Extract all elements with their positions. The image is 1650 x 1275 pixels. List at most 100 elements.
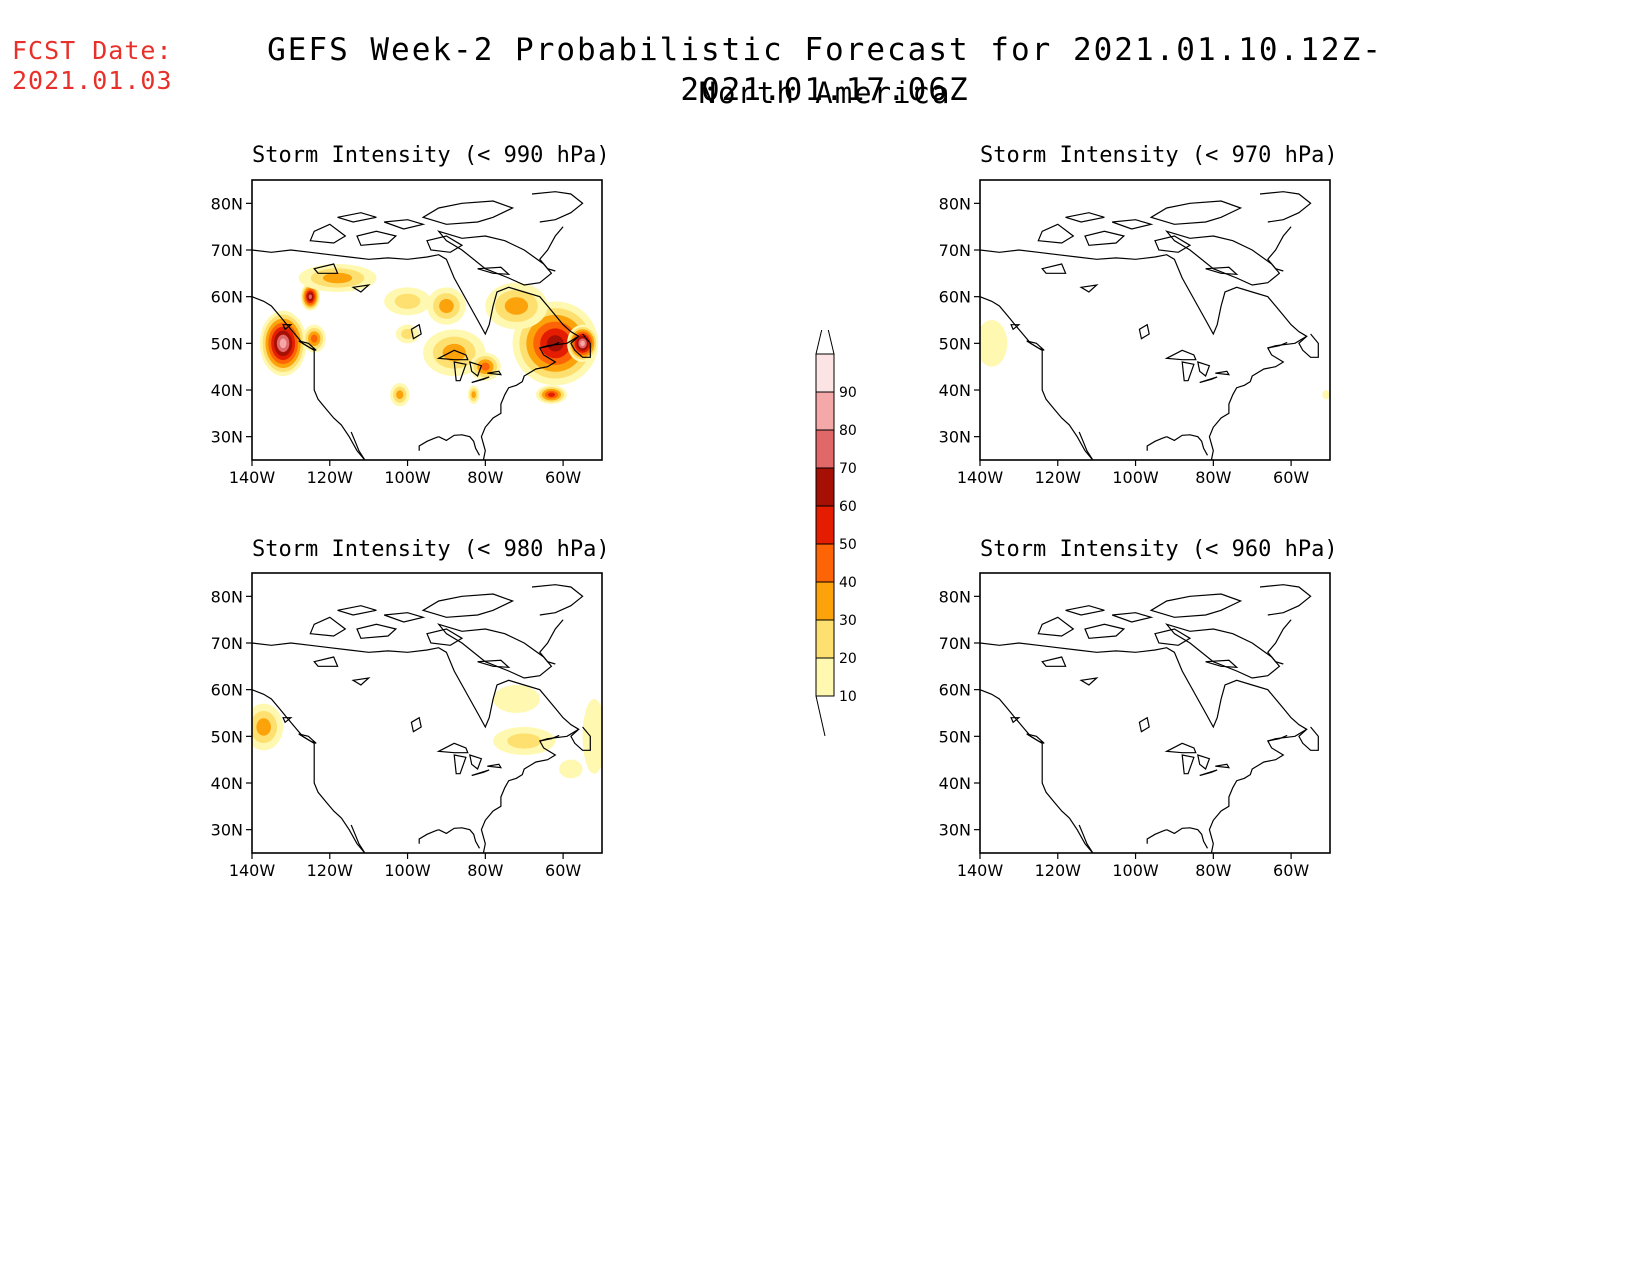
coastline-3: [418, 436, 439, 451]
lon-tick-label: 60W: [545, 861, 581, 880]
map-background: [980, 573, 1330, 853]
fcst-date-caption: FCST Date:: [12, 36, 173, 65]
prob-contour-1-level-1: [1322, 390, 1330, 400]
map-outlines: [980, 191, 1319, 460]
island-5: [1111, 612, 1154, 623]
lon-tick-label: 120W: [1035, 468, 1082, 487]
prob-contour-2-level-2: [507, 733, 542, 749]
coastline-3: [418, 829, 439, 844]
lon-tick-label: 80W: [467, 468, 503, 487]
lat-tick-label: 50N: [211, 727, 243, 746]
lat-tick-label: 50N: [211, 334, 243, 353]
island-1: [1084, 230, 1126, 246]
lon-tick-label: 80W: [1195, 468, 1231, 487]
island-3: [1149, 593, 1243, 618]
lake-2: [1197, 361, 1211, 377]
coastline-7: [1298, 333, 1319, 358]
lon-tick-label: 120W: [307, 468, 354, 487]
coastline-8: [1267, 341, 1288, 349]
island-3: [421, 200, 515, 225]
lat-tick-label: 40N: [939, 381, 971, 400]
lake-3: [1199, 769, 1218, 777]
lon-tick-label: 80W: [1195, 861, 1231, 880]
map-outlines: [252, 584, 591, 853]
lat-tick-label: 70N: [939, 241, 971, 260]
coastline-2: [438, 827, 481, 849]
colorbar-label: 60: [839, 499, 857, 515]
island-6: [337, 212, 377, 223]
coastline-8: [1267, 734, 1288, 742]
lat-tick-label: 70N: [939, 634, 971, 653]
coastline-4: [1078, 824, 1094, 853]
colorbar-label: 80: [839, 423, 857, 439]
island-6: [1065, 212, 1105, 223]
lat-tick-label: 60N: [211, 681, 243, 700]
probability-shading: [259, 264, 599, 407]
lat-tick-label: 60N: [939, 681, 971, 700]
lake-5: [1138, 323, 1150, 340]
colorbar-label: 90: [839, 385, 857, 401]
panel-title-970: Storm Intensity (< 970 hPa): [980, 143, 1338, 168]
lon-tick-label: 60W: [1273, 861, 1309, 880]
lake-7: [313, 263, 339, 274]
island-8: [1010, 717, 1021, 724]
coastline-8: [539, 734, 560, 742]
prob-contour-11-level-8: [580, 340, 585, 347]
lat-tick-label: 40N: [211, 774, 243, 793]
prob-contour-3-level-1: [582, 699, 602, 774]
map-outlines: [252, 191, 591, 460]
panel-title-990: Storm Intensity (< 990 hPa): [252, 143, 610, 168]
lat-tick-label: 50N: [939, 334, 971, 353]
prob-contour-0-level-1: [980, 320, 1008, 367]
lat-tick-label: 60N: [939, 288, 971, 307]
lake-4: [487, 370, 503, 376]
region-subtitle: North America: [698, 76, 952, 110]
lake-6: [351, 677, 371, 686]
lon-tick-label: 60W: [545, 468, 581, 487]
fcst-date-value: 2021.01.03: [12, 66, 173, 95]
coastline-3: [1146, 436, 1167, 451]
lat-tick-label: 50N: [939, 727, 971, 746]
lon-tick-label: 100W: [1112, 861, 1159, 880]
colorbar-bottom-triangle: [815, 695, 826, 737]
map-frame: [979, 179, 1331, 461]
colorbar-label: 10: [839, 689, 857, 705]
colorbar-swatch: [815, 619, 835, 659]
island-9: [298, 340, 317, 351]
lake-0: [1164, 742, 1197, 754]
prob-contour-8-level-4: [480, 362, 490, 371]
coastline-7: [570, 333, 591, 358]
island-8: [1010, 324, 1021, 331]
lake-4: [1215, 370, 1231, 376]
island-6: [337, 605, 377, 616]
colorbar-swatch: [815, 543, 835, 583]
lat-tick-label: 40N: [939, 774, 971, 793]
lat-tick-label: 70N: [211, 634, 243, 653]
coastline-4: [350, 824, 366, 853]
island-9: [1026, 733, 1045, 744]
coastline-0: [252, 689, 366, 853]
island-5: [1111, 219, 1154, 230]
coastline-1: [252, 642, 580, 853]
prob-contour-0-level-8: [279, 338, 287, 349]
prob-contour-1-level-1: [493, 685, 540, 713]
prob-contour-2-level-3: [322, 272, 353, 284]
coastline-5: [531, 584, 584, 616]
colorbar-label: 40: [839, 575, 857, 591]
prob-contour-5-level-3: [439, 299, 454, 313]
probability-shading: [252, 685, 602, 779]
map-outlines: [980, 584, 1319, 853]
colorbar-swatch: [815, 467, 835, 507]
coastline-2: [1166, 434, 1209, 456]
colorbar-label: 70: [839, 461, 857, 477]
lon-tick-label: 140W: [957, 468, 1004, 487]
lat-tick-label: 80N: [939, 194, 971, 213]
coastline-1: [980, 642, 1308, 853]
coastline-5: [1259, 584, 1312, 616]
coastline-2: [1166, 827, 1209, 849]
island-6: [1065, 605, 1105, 616]
lon-tick-label: 60W: [1273, 468, 1309, 487]
lake-1: [453, 754, 467, 775]
lake-0: [436, 742, 469, 754]
lake-2: [1197, 754, 1211, 770]
